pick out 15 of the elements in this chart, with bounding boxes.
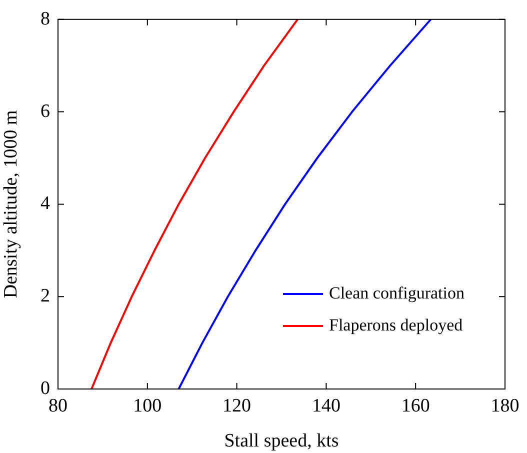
legend-label: Flaperons deployed	[329, 315, 464, 334]
x-tick-label: 80	[48, 395, 68, 416]
y-tick-label: 4	[40, 193, 50, 214]
y-tick-label: 0	[40, 378, 50, 399]
legend-label: Clean configuration	[329, 283, 465, 302]
x-axis-title: Stall speed, kts	[224, 430, 339, 452]
x-tick-label: 180	[490, 395, 520, 416]
y-tick-label: 6	[40, 100, 50, 122]
x-tick-label: 100	[133, 395, 162, 416]
x-tick-label: 160	[401, 395, 430, 416]
x-tick-label: 120	[222, 395, 252, 416]
y-axis-title: Density altitude, 1000 m	[0, 110, 22, 298]
y-tick-label: 2	[40, 286, 50, 307]
y-tick-label: 8	[40, 8, 50, 30]
x-tick-label: 140	[312, 395, 340, 416]
